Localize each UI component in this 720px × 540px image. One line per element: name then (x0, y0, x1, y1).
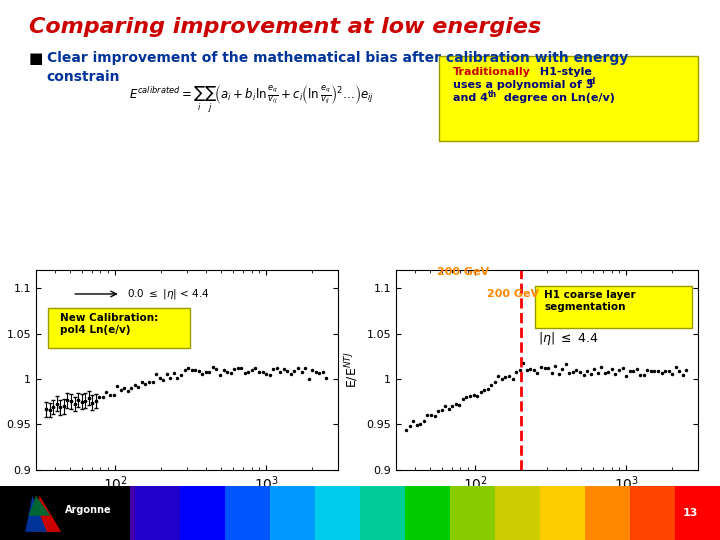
Text: 13: 13 (683, 508, 698, 518)
Text: uses a polynomial of 3: uses a polynomial of 3 (453, 80, 593, 90)
Bar (405, 486, 450, 540)
Text: Traditionally: Traditionally (453, 67, 531, 77)
FancyBboxPatch shape (439, 56, 698, 141)
Text: th: th (487, 90, 497, 99)
FancyBboxPatch shape (535, 286, 693, 328)
Bar (45, 486, 90, 540)
Bar (360, 486, 405, 540)
Text: Argonne: Argonne (65, 505, 112, 515)
X-axis label: E$^{NTJ}$ (GeV): E$^{NTJ}$ (GeV) (516, 499, 579, 516)
Bar (90, 486, 135, 540)
Bar (495, 486, 540, 540)
Polygon shape (32, 496, 61, 532)
Polygon shape (25, 496, 47, 532)
Text: rd: rd (587, 77, 596, 86)
Text: 200 GeV: 200 GeV (437, 267, 490, 277)
Text: Comparing improvement at low energies: Comparing improvement at low energies (29, 17, 541, 37)
Text: |$\eta$| $\leq$ 4.4: |$\eta$| $\leq$ 4.4 (538, 330, 599, 347)
Bar (315, 486, 360, 540)
Text: 0.0 $\leq$ |$\eta$| < 4.4: 0.0 $\leq$ |$\eta$| < 4.4 (127, 287, 210, 301)
Bar (270, 486, 315, 540)
Bar (585, 486, 630, 540)
Y-axis label: E/E$^{NTJ}$: E/E$^{NTJ}$ (343, 352, 361, 388)
Text: constrain: constrain (47, 71, 120, 84)
FancyBboxPatch shape (48, 308, 190, 348)
Bar (0, 486, 45, 540)
X-axis label: E$^{NTJ}$ (GeV): E$^{NTJ}$ (GeV) (156, 499, 219, 516)
Text: H1-style: H1-style (536, 67, 592, 77)
Bar (225, 486, 270, 540)
Text: New Calibration:
pol4 Ln(e/v): New Calibration: pol4 Ln(e/v) (60, 313, 158, 335)
Text: 200 GeV: 200 GeV (487, 289, 539, 299)
Bar (675, 486, 720, 540)
Text: ■: ■ (29, 51, 43, 66)
Text: $E^{calibrated} = \sum_i \sum_j \left( a_i + b_i \ln\frac{e_q}{v_{ij}} + c_i \le: $E^{calibrated} = \sum_i \sum_j \left( a… (130, 84, 374, 116)
Text: degree on Ln(e/v): degree on Ln(e/v) (500, 93, 615, 103)
Text: H1 coarse layer
segmentation: H1 coarse layer segmentation (544, 290, 636, 312)
Bar (540, 486, 585, 540)
Bar (135, 486, 180, 540)
Bar (0, 486, 130, 540)
Text: and 4: and 4 (453, 93, 488, 103)
Polygon shape (29, 496, 50, 516)
Text: Clear improvement of the mathematical bias after calibration with energy: Clear improvement of the mathematical bi… (47, 51, 628, 65)
Y-axis label: E/E$^{NTJ}$: E/E$^{NTJ}$ (0, 352, 1, 388)
Bar (630, 486, 675, 540)
Bar (450, 486, 495, 540)
Bar (180, 486, 225, 540)
